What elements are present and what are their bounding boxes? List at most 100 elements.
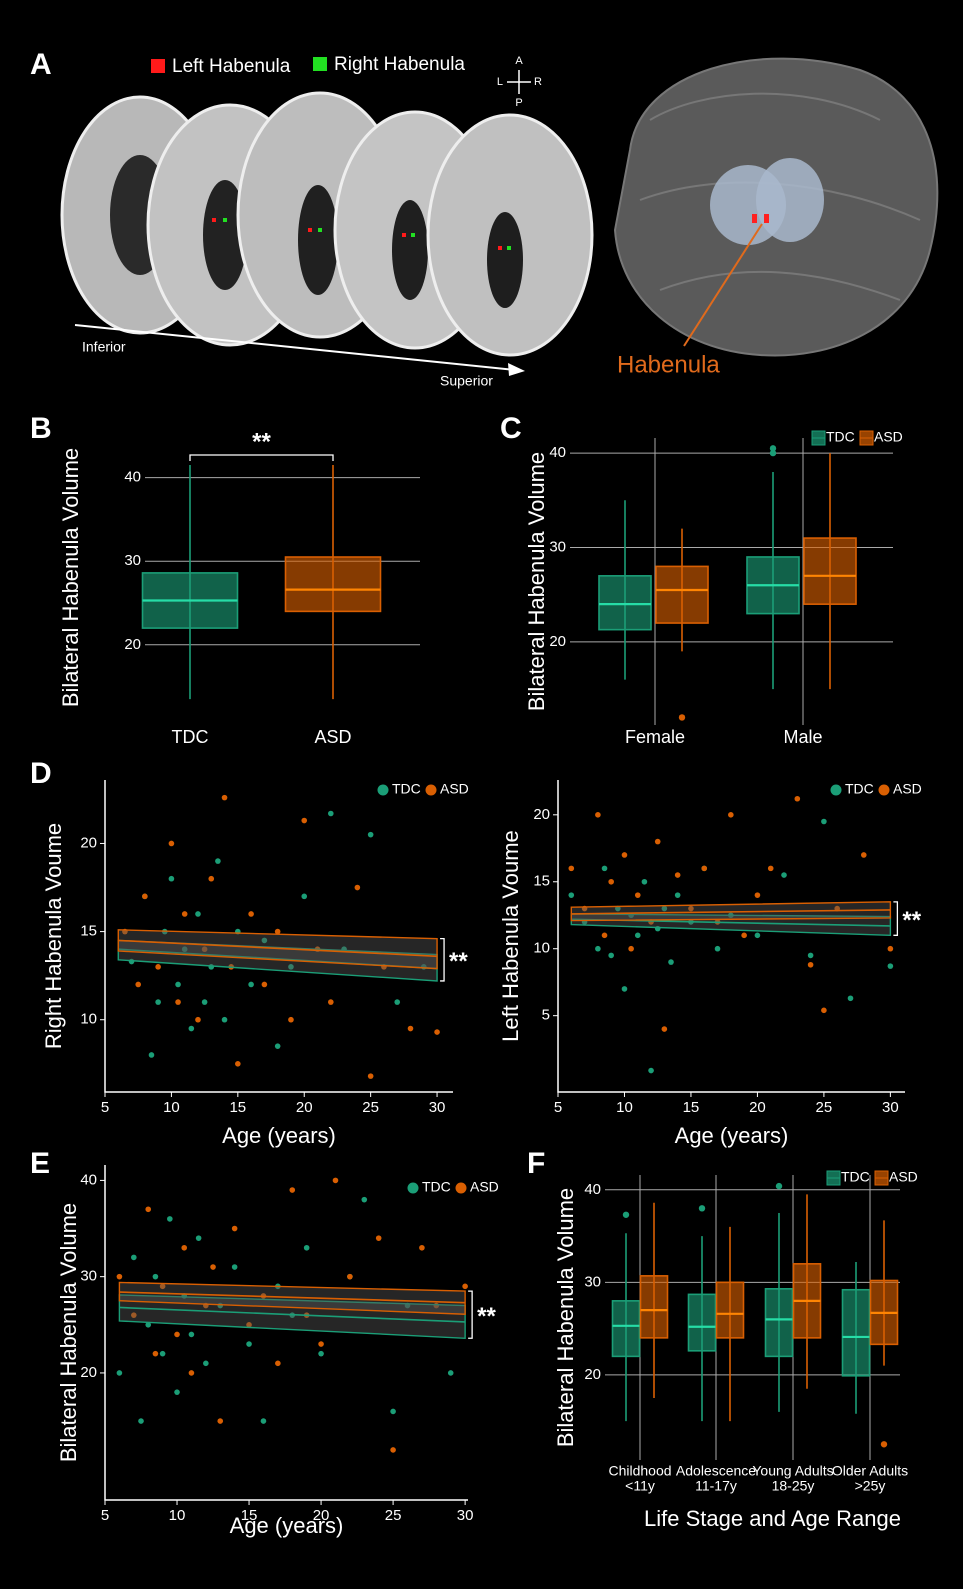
compass-label: P — [515, 97, 522, 109]
point — [138, 1418, 144, 1424]
point — [601, 932, 608, 939]
point — [246, 1321, 252, 1328]
significance-bracket — [189, 454, 334, 461]
outlier — [880, 1441, 888, 1448]
outlier — [622, 1211, 630, 1218]
point — [159, 1283, 166, 1290]
point — [394, 999, 401, 1005]
point — [155, 964, 161, 970]
y-axis-title: Bilateral Habenula Volume — [56, 1203, 81, 1462]
arrow-label: Superior — [440, 373, 493, 389]
x-tick-label: Childhood — [608, 1463, 671, 1479]
point — [248, 981, 254, 988]
compass-label: A — [515, 55, 523, 67]
point — [142, 893, 148, 900]
legend-swatch — [878, 784, 890, 796]
y-axis-title: Bilateral Habenula Volume — [553, 1188, 578, 1447]
point — [188, 1370, 195, 1376]
x-tick-label: ASD — [314, 727, 351, 747]
x-axis-title: Age (years) — [230, 1513, 344, 1538]
point — [821, 1007, 827, 1014]
x-tick-label: 5 — [101, 1099, 109, 1116]
point — [887, 963, 894, 969]
box — [715, 1281, 745, 1339]
point — [159, 1350, 166, 1357]
point — [741, 932, 747, 939]
point — [674, 892, 681, 898]
point — [688, 905, 694, 912]
point — [701, 865, 708, 872]
box — [687, 1293, 717, 1352]
point — [261, 937, 268, 944]
confidence-band — [118, 1294, 466, 1340]
legend-swatch — [377, 784, 389, 796]
point — [628, 945, 634, 952]
x-tick-label: 30 — [457, 1507, 474, 1524]
point — [347, 1273, 353, 1280]
y-tick-label: 15 — [80, 923, 97, 940]
point — [168, 875, 175, 882]
confidence-band — [117, 939, 438, 982]
point — [860, 852, 867, 858]
point — [361, 1196, 368, 1203]
point — [601, 865, 608, 872]
significance-label: ** — [252, 428, 271, 455]
y-tick-label: 20 — [533, 806, 550, 823]
legend-label: ASD — [889, 1169, 918, 1185]
x-tick-label: >25y — [855, 1478, 886, 1494]
y-tick-label: 5 — [542, 1007, 550, 1024]
y-tick-label: 30 — [549, 538, 566, 555]
legend-swatch — [830, 784, 842, 796]
point — [767, 865, 774, 872]
point — [174, 1389, 180, 1395]
x-tick-label: 25 — [362, 1099, 379, 1116]
point — [328, 810, 334, 817]
point — [289, 1187, 296, 1193]
x-tick-label: <11y — [625, 1478, 655, 1494]
significance-label: ** — [902, 907, 921, 934]
x-tick-label: 30 — [429, 1099, 446, 1116]
x-tick-label: 18-25y — [772, 1478, 815, 1494]
point — [195, 911, 201, 917]
point — [807, 961, 814, 968]
point — [288, 964, 294, 970]
x-tick-label: 5 — [101, 1507, 109, 1524]
panel-letter: C — [500, 412, 522, 445]
x-tick-label: 10 — [169, 1507, 186, 1524]
x-axis-title: Age (years) — [222, 1123, 336, 1148]
x-tick-label: 15 — [683, 1099, 700, 1116]
point — [641, 878, 648, 885]
legend-label: Left Habenula — [172, 56, 291, 77]
point — [754, 932, 761, 939]
point — [208, 875, 215, 882]
legend-label: ASD — [893, 781, 922, 797]
legend-label: TDC — [392, 781, 421, 797]
x-tick-label: 25 — [816, 1099, 833, 1116]
outlier — [775, 1182, 783, 1190]
x-tick-label: Adolescence — [676, 1463, 756, 1479]
point — [654, 838, 661, 845]
brain-3d — [613, 57, 939, 357]
legend-label: ASD — [440, 781, 469, 797]
outlier — [678, 714, 686, 721]
point — [447, 1370, 454, 1376]
point — [275, 1360, 281, 1367]
outlier — [698, 1205, 706, 1212]
x-tick-label: TDC — [172, 727, 209, 747]
y-axis-title: Bilateral Habenula Volume — [524, 452, 549, 711]
point — [231, 1264, 238, 1270]
point — [568, 865, 575, 872]
panel-letter: F — [527, 1147, 545, 1180]
point — [608, 878, 614, 885]
y-tick-label: 30 — [584, 1273, 601, 1290]
confidence-band — [118, 1281, 466, 1315]
point — [145, 1206, 152, 1213]
point — [167, 1216, 173, 1222]
arrow — [74, 324, 525, 376]
y-tick-label: 40 — [124, 469, 141, 486]
point — [608, 952, 614, 959]
y-tick-label: 15 — [533, 873, 550, 890]
point — [215, 858, 221, 864]
point — [181, 911, 188, 917]
point — [301, 817, 308, 824]
